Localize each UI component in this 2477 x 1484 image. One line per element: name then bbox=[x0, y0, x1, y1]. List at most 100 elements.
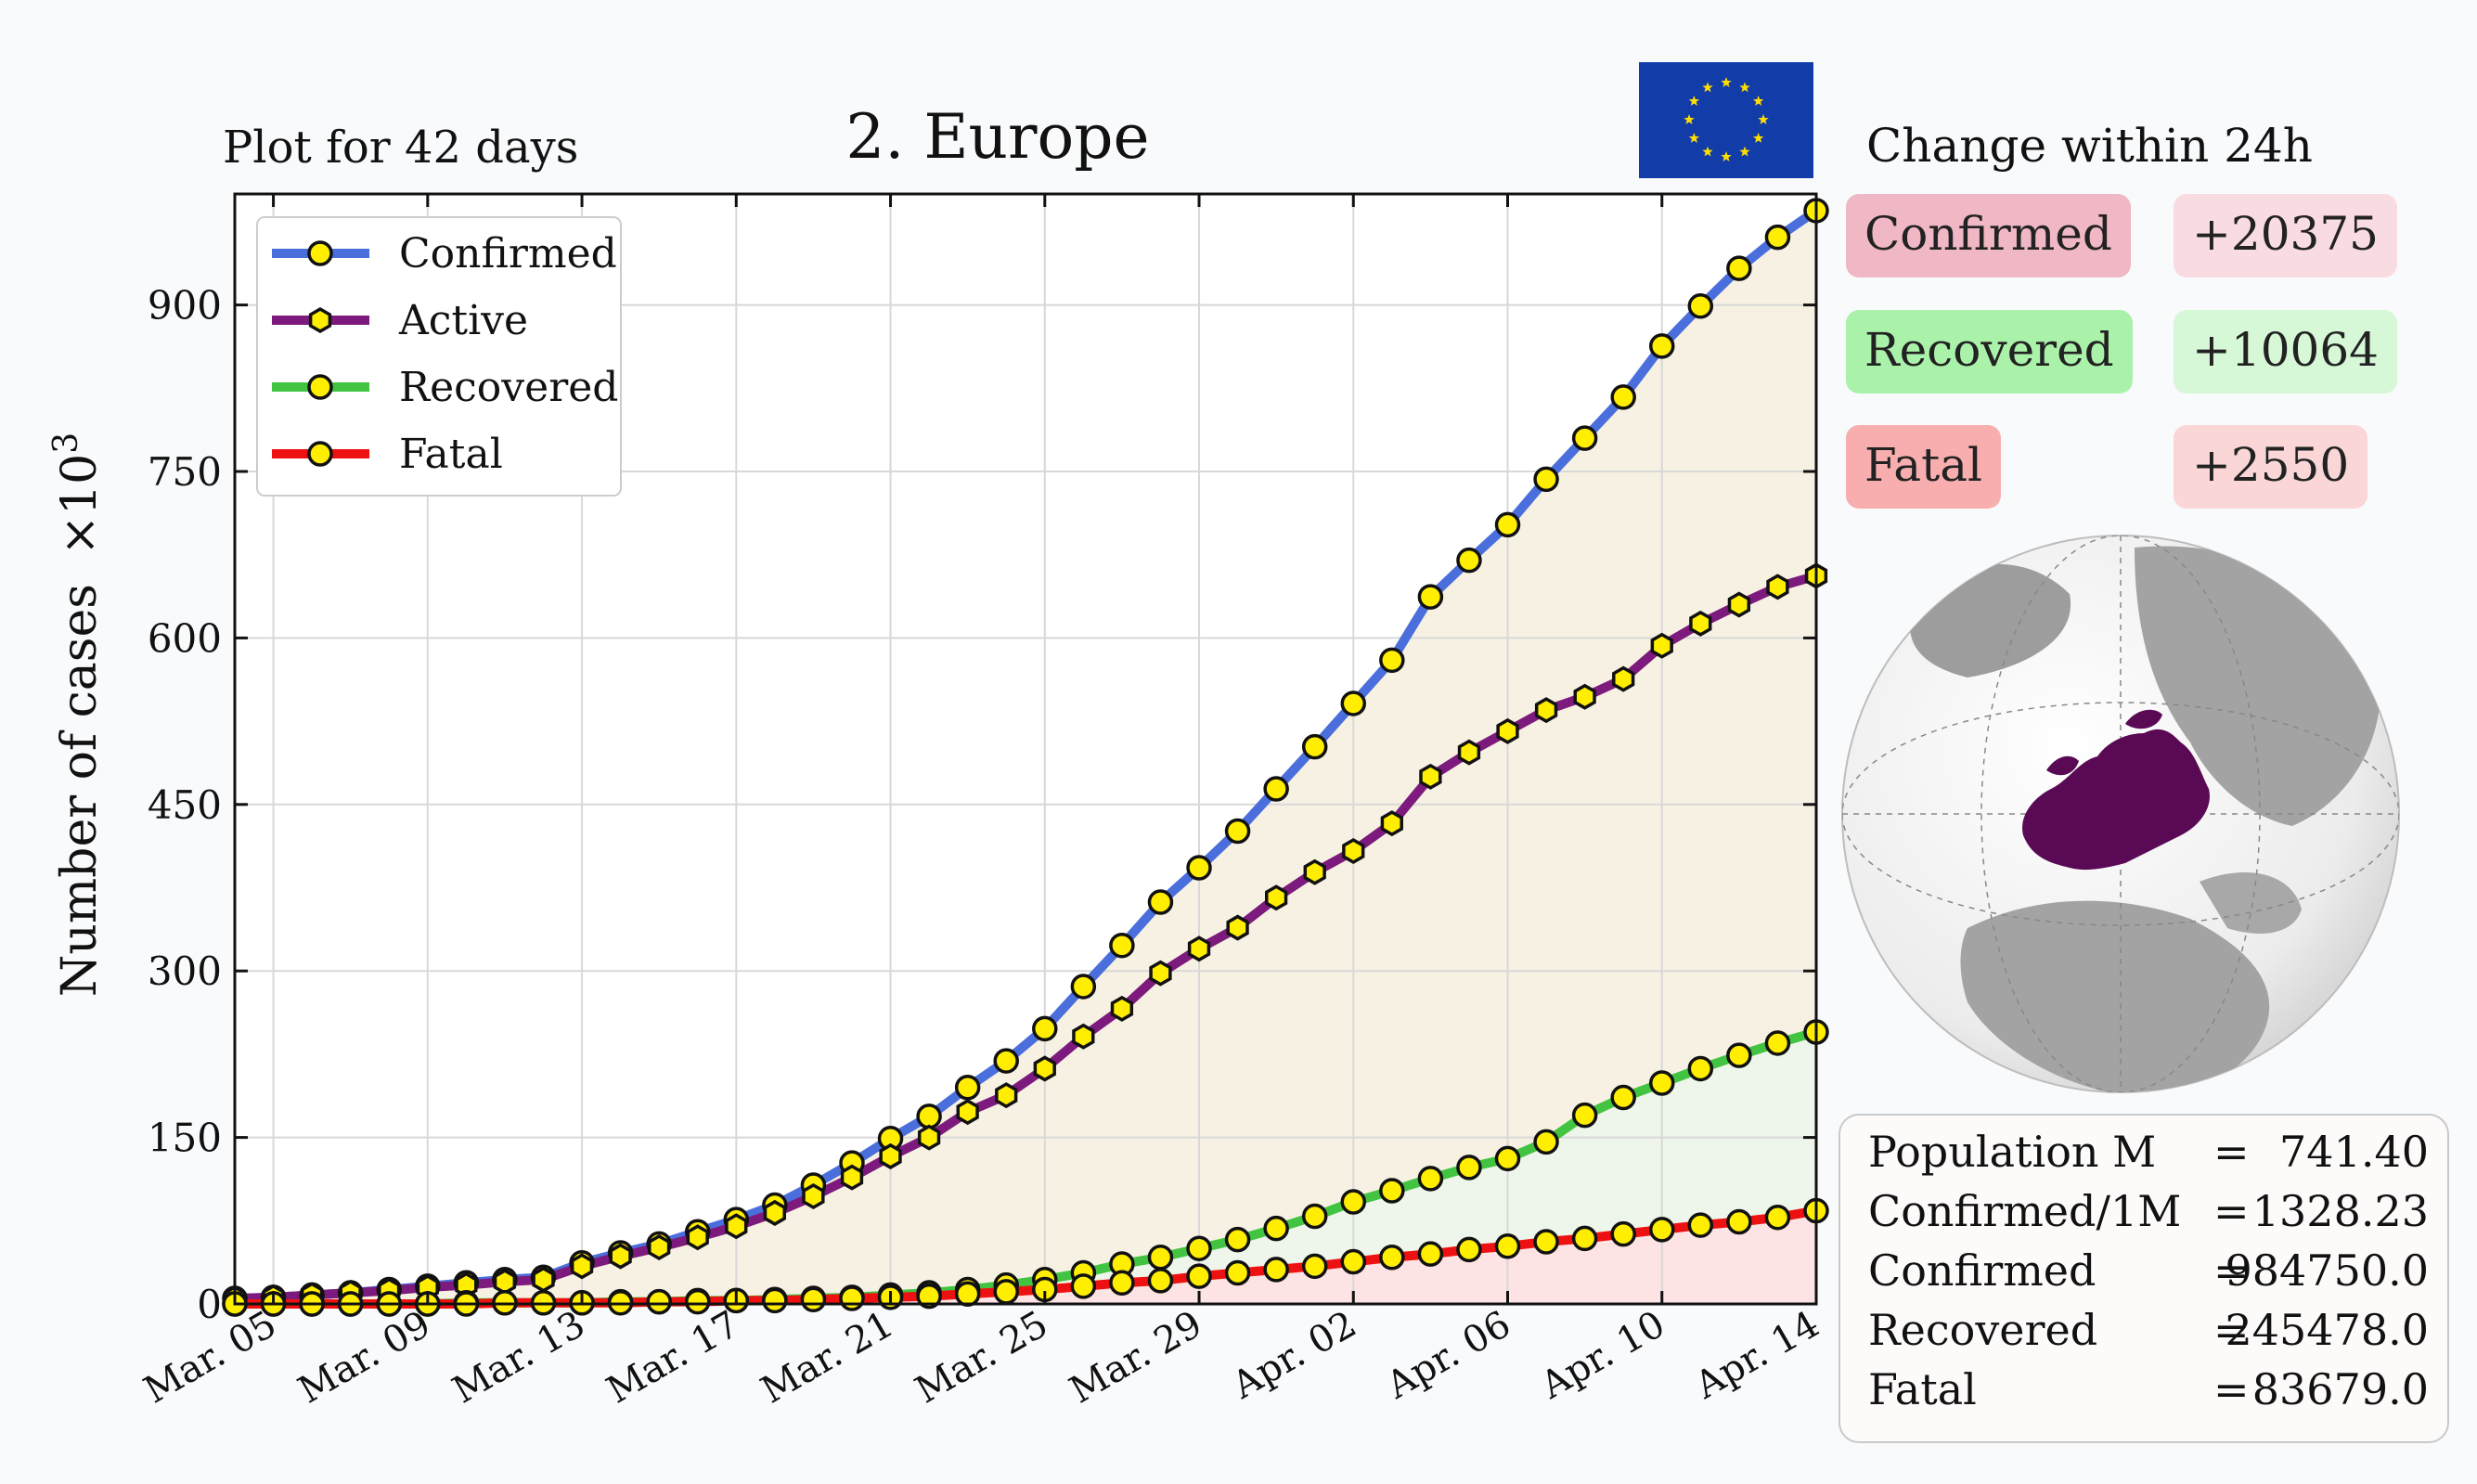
recovered-point bbox=[1224, 1226, 1251, 1253]
legend-label-recovered: Recovered bbox=[399, 364, 618, 411]
legend-label-confirmed: Confirmed bbox=[399, 230, 617, 277]
flag-star bbox=[1721, 151, 1732, 161]
active-point bbox=[763, 1199, 786, 1226]
stat-row-fatal: Fatal = 83679.0 bbox=[1868, 1364, 2429, 1420]
active-point bbox=[725, 1213, 748, 1240]
recovered-point bbox=[1456, 1155, 1482, 1181]
active-point bbox=[802, 1182, 825, 1210]
active-point bbox=[686, 1224, 709, 1251]
recovered-point bbox=[1340, 1189, 1367, 1215]
stat-label: Confirmed bbox=[1868, 1245, 2096, 1296]
x-tick-label: Mar. 25 bbox=[909, 1303, 1055, 1413]
y-tick-label: 450 bbox=[148, 782, 222, 828]
stat-equals: = bbox=[2213, 1245, 2250, 1296]
active-point bbox=[956, 1099, 979, 1126]
plot-frame bbox=[233, 192, 1818, 1306]
active-point bbox=[648, 1233, 671, 1261]
change-panel-title: Change within 24h bbox=[1866, 119, 2313, 173]
recovered-point bbox=[1147, 1245, 1174, 1271]
active-point bbox=[1573, 683, 1596, 710]
recovered-point bbox=[1610, 1084, 1636, 1111]
fatal-point bbox=[1649, 1217, 1675, 1243]
confirmed-point bbox=[1379, 647, 1405, 674]
legend-marker-recovered bbox=[307, 374, 333, 400]
y-tick-label: 600 bbox=[148, 615, 222, 661]
recovered-point bbox=[1301, 1203, 1328, 1230]
recovered-point bbox=[1379, 1178, 1405, 1204]
fatal-point bbox=[954, 1281, 981, 1307]
fatal-point bbox=[1379, 1245, 1405, 1271]
fatal-point bbox=[1263, 1257, 1289, 1283]
active-point bbox=[493, 1269, 517, 1296]
y-tick-label: 150 bbox=[148, 1116, 222, 1161]
eu-flag-icon bbox=[1639, 62, 1813, 178]
confirmed-change-label: Confirmed bbox=[1846, 194, 2131, 277]
stat-equals: = bbox=[2213, 1305, 2250, 1355]
fatal-point bbox=[1456, 1236, 1482, 1263]
active-point bbox=[840, 1164, 864, 1191]
active-point bbox=[1380, 810, 1403, 837]
fatal-point bbox=[1610, 1220, 1636, 1247]
x-tick-label: Mar. 17 bbox=[600, 1303, 746, 1413]
active-point bbox=[1419, 763, 1442, 790]
recovered-change-value: +10064 bbox=[2174, 310, 2397, 394]
flag-star bbox=[1758, 114, 1769, 124]
confirmed-point bbox=[1147, 889, 1174, 915]
confirmed-point bbox=[1610, 384, 1636, 410]
active-point bbox=[1226, 914, 1249, 941]
chart-title: 2. Europe bbox=[845, 101, 1149, 173]
fatal-point bbox=[1726, 1208, 1752, 1235]
flag-star bbox=[1739, 82, 1750, 93]
confirmed-point bbox=[1032, 1015, 1058, 1042]
y-tick-label: 0 bbox=[197, 1282, 222, 1327]
active-point bbox=[917, 1124, 941, 1151]
legend-label-fatal: Fatal bbox=[399, 431, 503, 478]
active-point bbox=[1187, 936, 1211, 962]
recovered-point bbox=[1417, 1166, 1444, 1192]
confirmed-point bbox=[1726, 255, 1752, 281]
recovered-point bbox=[1726, 1042, 1752, 1068]
legend: Confirmed Active Recovered Fatal bbox=[256, 216, 622, 497]
confirmed-point bbox=[1263, 776, 1289, 802]
confirmed-point bbox=[954, 1075, 981, 1101]
recovered-point bbox=[1687, 1055, 1714, 1082]
confirmed-change-value: +20375 bbox=[2174, 194, 2397, 277]
confirmed-point bbox=[1687, 293, 1714, 319]
plot-days-note: Plot for 42 days bbox=[223, 122, 578, 174]
stat-row-confirmed-per-million: Confirmed/1M = 1328.23 bbox=[1868, 1186, 2429, 1242]
fatal-point bbox=[1224, 1259, 1251, 1286]
active-point bbox=[1496, 717, 1519, 744]
recovered-point bbox=[1571, 1102, 1598, 1129]
y-axis-label-scale: ×10 bbox=[52, 454, 108, 556]
recovered-point bbox=[1649, 1070, 1675, 1096]
flag-star bbox=[1721, 77, 1732, 87]
fatal-point bbox=[839, 1285, 865, 1311]
recovered-area-fill bbox=[235, 1031, 1816, 1304]
x-tick-label: Apr. 14 bbox=[1687, 1303, 1826, 1408]
y-tick-label: 900 bbox=[148, 283, 222, 329]
active-point bbox=[879, 1142, 902, 1169]
fatal-point bbox=[1571, 1225, 1598, 1252]
active-point bbox=[1149, 960, 1172, 987]
legend-label-active: Active bbox=[398, 297, 528, 344]
fatal-point bbox=[1417, 1241, 1444, 1267]
confirmed-point bbox=[993, 1048, 1019, 1074]
y-axis-label-text: Number of cases bbox=[52, 584, 108, 997]
active-point bbox=[1110, 995, 1134, 1022]
europe-globe-icon bbox=[1841, 535, 2400, 1093]
recovered-point bbox=[1186, 1235, 1212, 1261]
active-point bbox=[532, 1266, 555, 1293]
legend-marker-fatal bbox=[307, 441, 333, 467]
y-axis-label: Number of cases ×103 bbox=[47, 432, 108, 997]
active-point bbox=[609, 1243, 632, 1270]
x-tick-label: Mar. 21 bbox=[755, 1303, 901, 1413]
stat-label: Fatal bbox=[1868, 1364, 1977, 1414]
active-point bbox=[1689, 610, 1712, 637]
confirmed-point bbox=[1417, 584, 1444, 610]
confirmed-point bbox=[1224, 818, 1251, 845]
stat-row-population: Population M = 741.40 bbox=[1868, 1127, 2429, 1182]
active-point bbox=[1457, 739, 1481, 766]
svg-text:Number of cases ×103: Number of cases ×103 bbox=[47, 432, 108, 997]
confirmed-point bbox=[916, 1103, 942, 1129]
fatal-change-label: Fatal bbox=[1846, 425, 2002, 509]
